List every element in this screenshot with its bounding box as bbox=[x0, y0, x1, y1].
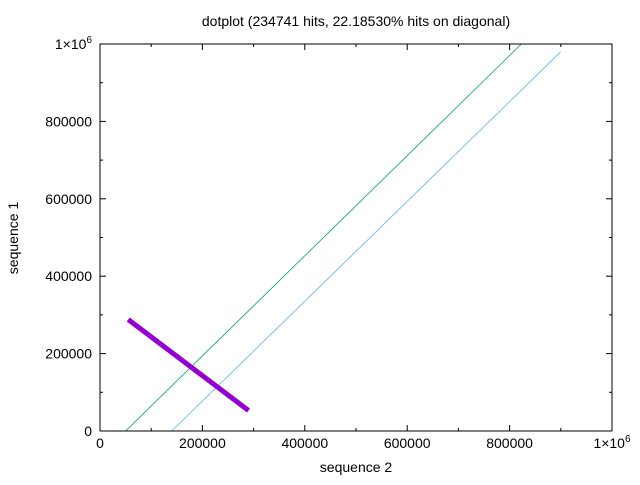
y-axis-label: sequence 1 bbox=[5, 202, 21, 275]
series-line-1 bbox=[125, 43, 522, 432]
x-tick-label: 0 bbox=[96, 435, 104, 451]
x-tick-label: 600000 bbox=[384, 435, 431, 451]
chart-title: dotplot (234741 hits, 22.18530% hits on … bbox=[202, 13, 510, 29]
y-tick-label: 1×106 bbox=[55, 35, 93, 52]
x-tick-label: 400000 bbox=[281, 435, 328, 451]
x-tick-label: 200000 bbox=[179, 435, 226, 451]
x-axis-label: sequence 2 bbox=[320, 459, 393, 475]
y-tick-label: 200000 bbox=[45, 346, 92, 362]
y-tick-label: 600000 bbox=[45, 191, 92, 207]
series-line-2 bbox=[171, 51, 562, 432]
x-tick-label: 800000 bbox=[486, 435, 533, 451]
y-tick-label: 400000 bbox=[45, 268, 92, 284]
series-layer bbox=[125, 43, 562, 432]
axis-ticks: 0 200000 400000 600000 800000 1×106 0 200000 400… bbox=[45, 35, 631, 451]
plot-frame bbox=[99, 43, 613, 432]
y-tick-label: 0 bbox=[84, 423, 92, 439]
series-line-3 bbox=[126, 317, 251, 413]
x-tick-label: 1×106 bbox=[593, 434, 631, 451]
y-tick-label: 800000 bbox=[45, 113, 92, 129]
